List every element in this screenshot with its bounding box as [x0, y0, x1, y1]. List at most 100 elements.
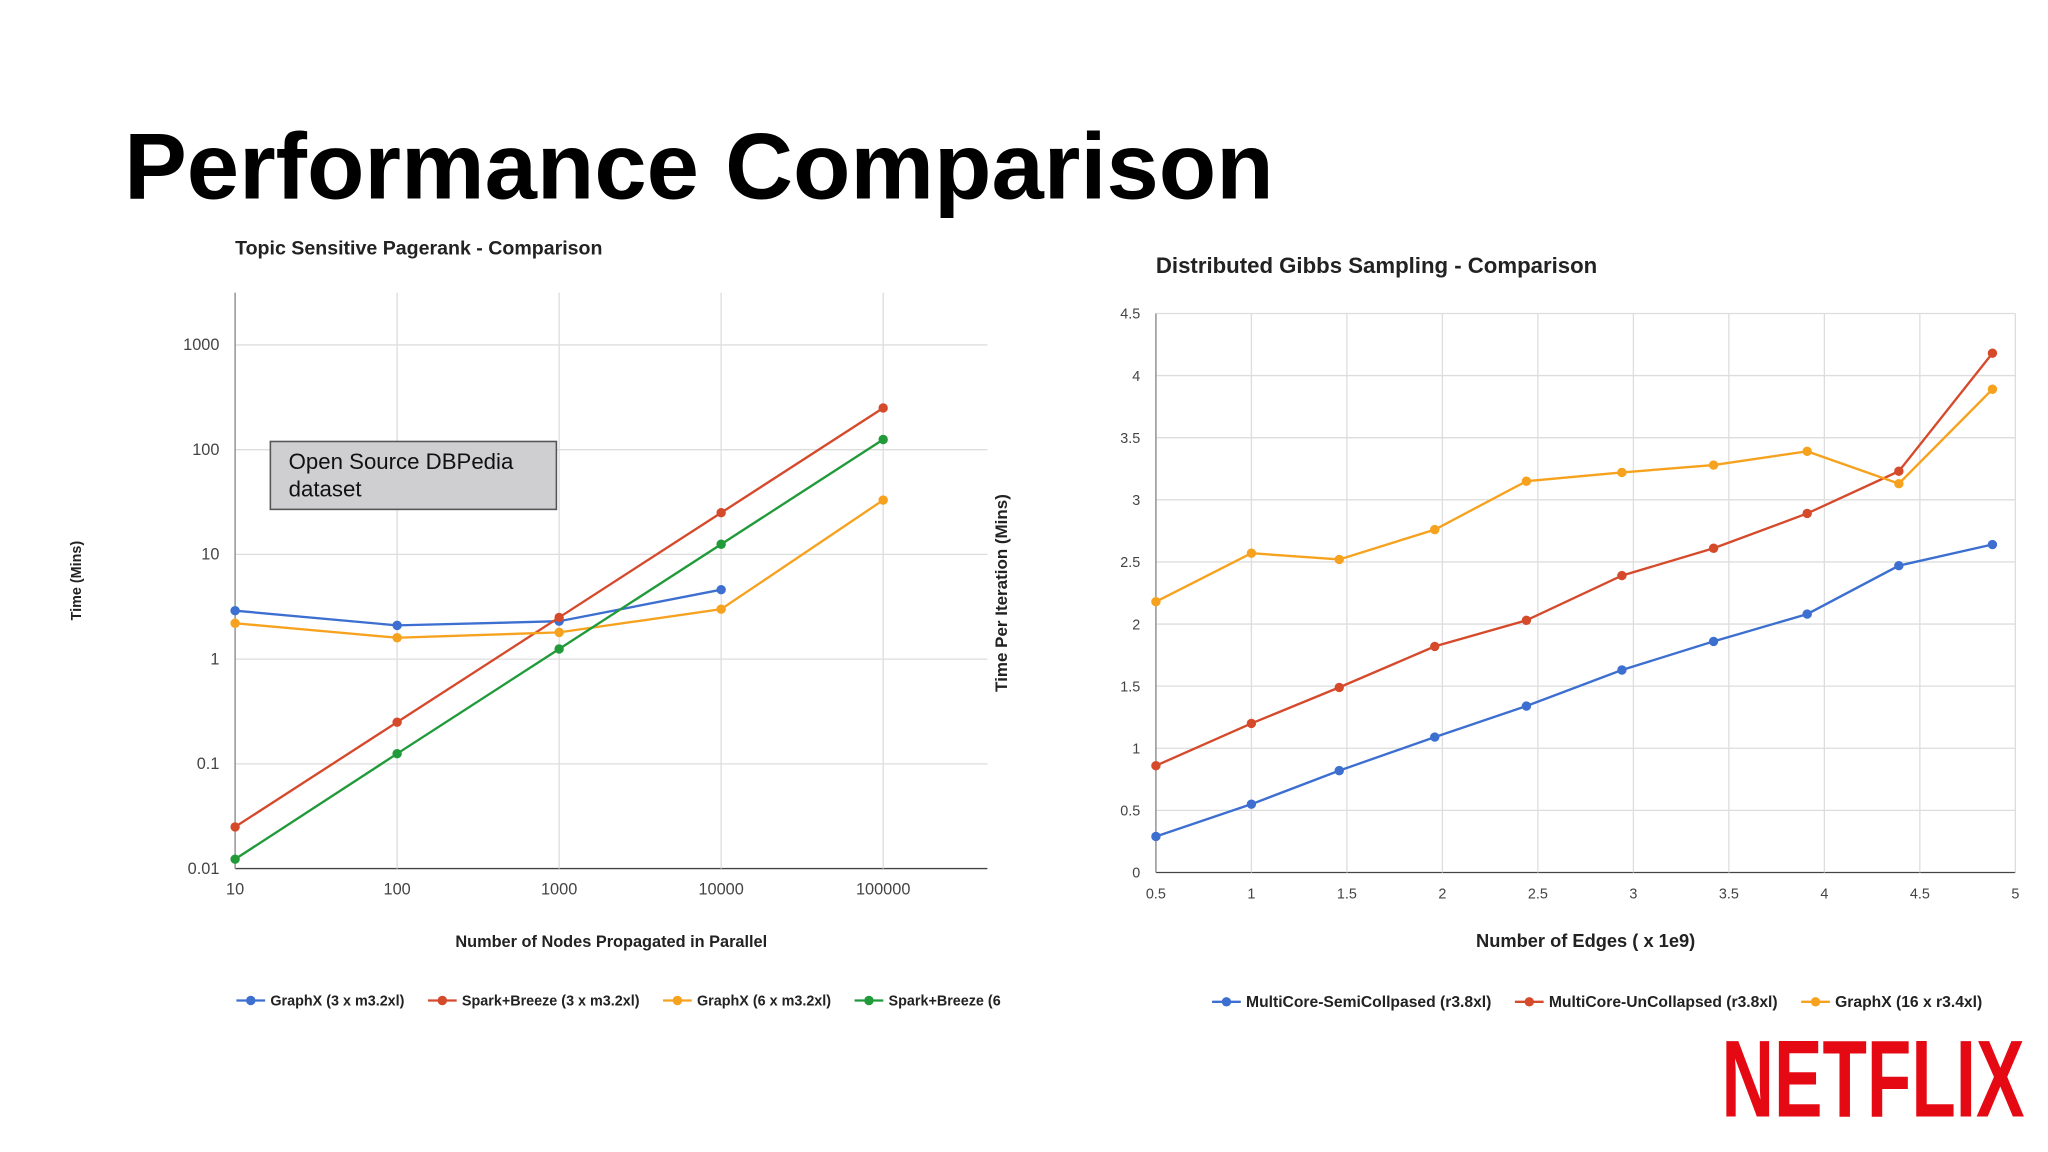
- y-tick-label: 2.5: [1120, 555, 1140, 571]
- y-tick-label: 3: [1132, 493, 1140, 509]
- x-tick-label: 100000: [856, 881, 910, 899]
- data-point: [1617, 665, 1627, 675]
- series-line: [234, 588, 722, 627]
- data-point: [554, 644, 564, 654]
- legend-swatch-dot: [437, 995, 448, 1006]
- y-tick-label: 0: [1132, 866, 1140, 882]
- legend-label: Spark+Breeze (6: [889, 994, 1001, 1010]
- legend-label: GraphX (16 x r3.4xl): [1835, 994, 1982, 1011]
- data-point: [230, 605, 240, 616]
- data-point: [392, 748, 402, 759]
- data-point: [1151, 596, 1161, 607]
- x-tick-label: 1: [1247, 887, 1255, 903]
- legend-swatch-dot: [864, 995, 874, 1006]
- legend-swatch-dot: [246, 995, 256, 1006]
- series-line: [1155, 543, 1993, 838]
- annotation-text: Open Source DBPedia dataset: [288, 449, 514, 502]
- data-point: [1246, 718, 1257, 729]
- data-point: [554, 612, 564, 623]
- data-point: [1430, 641, 1440, 652]
- data-point: [230, 822, 240, 832]
- data-point: [392, 633, 402, 643]
- chart-title: Distributed Gibbs Sampling - Comparison: [1156, 253, 1597, 278]
- x-tick-label: 3.5: [1719, 887, 1739, 903]
- y-tick-label: 10: [201, 546, 219, 564]
- data-point: [1430, 732, 1440, 742]
- legend-label: MultiCore-SemiCollpased (r3.8xl): [1246, 994, 1491, 1011]
- x-tick-label: 2.5: [1528, 887, 1548, 903]
- y-tick-label: 1: [210, 650, 219, 668]
- data-point: [230, 854, 240, 864]
- data-point: [1894, 478, 1904, 489]
- data-point: [1521, 476, 1532, 486]
- legend-swatch-dot: [672, 995, 683, 1006]
- x-tick-label: 2: [1438, 887, 1446, 903]
- data-point: [1987, 384, 1998, 394]
- data-point: [1334, 682, 1344, 693]
- x-tick-label: 0.5: [1146, 887, 1166, 903]
- x-tick-label: 4.5: [1910, 887, 1930, 903]
- data-point: [1802, 508, 1812, 519]
- data-point: [878, 495, 888, 505]
- y-tick-label: 3.5: [1120, 431, 1140, 447]
- data-point: [1894, 466, 1904, 476]
- data-point: [1802, 446, 1812, 457]
- data-point: [1987, 348, 1998, 358]
- x-axis-label: Number of Nodes Propagated in Parallel: [455, 933, 767, 951]
- legend-swatch-dot: [1221, 997, 1232, 1007]
- slide-title: Performance Comparison: [124, 114, 1274, 219]
- y-tick-label: 0.5: [1120, 804, 1140, 820]
- annotation: Open Source DBPedia dataset: [288, 449, 514, 502]
- logo: NETFLIX: [1721, 1019, 2024, 1141]
- x-tick-label: 100: [384, 881, 411, 899]
- data-point: [1617, 570, 1627, 581]
- y-tick-label: 0.01: [188, 860, 220, 878]
- series-line: [1155, 352, 1994, 767]
- data-point: [392, 620, 402, 631]
- x-tick-label: 1.5: [1337, 887, 1357, 903]
- data-point: [1617, 467, 1627, 478]
- y-tick-label: 1.5: [1120, 679, 1140, 695]
- x-tick-label: 10: [226, 881, 244, 899]
- y-axis-label: Time (Mins): [69, 541, 85, 621]
- data-point: [716, 539, 726, 549]
- y-tick-label: 100: [192, 441, 219, 459]
- y-axis-label: Time Per Iteration (Mins): [992, 494, 1011, 692]
- y-tick-label: 4: [1132, 369, 1140, 385]
- data-point: [1802, 609, 1812, 619]
- legend-label: GraphX (6 x m3.2xl): [697, 994, 831, 1010]
- series-line: [1155, 388, 1994, 603]
- data-point: [1246, 548, 1257, 558]
- y-tick-label: 1000: [183, 336, 219, 354]
- data-point: [878, 403, 888, 413]
- data-point: [716, 508, 726, 518]
- chart-title: Topic Sensitive Pagerank - Comparison: [235, 238, 602, 260]
- x-tick-label: 5: [2011, 887, 2019, 903]
- data-point: [1521, 701, 1532, 711]
- data-point: [1987, 539, 1998, 550]
- data-point: [230, 618, 240, 628]
- data-point: [716, 585, 726, 595]
- data-point: [1151, 760, 1161, 771]
- legend-swatch-dot: [1524, 997, 1534, 1007]
- legend-label: GraphX (3 x m3.2xl): [270, 994, 404, 1010]
- x-tick-label: 3: [1629, 887, 1637, 903]
- data-point: [1708, 460, 1719, 470]
- x-axis-label: Number of Edges ( x 1e9): [1476, 930, 1695, 951]
- data-point: [1246, 799, 1257, 809]
- y-tick-label: 2: [1132, 617, 1140, 633]
- data-point: [1334, 765, 1344, 776]
- y-tick-label: 4.5: [1120, 307, 1140, 323]
- data-point: [1708, 543, 1719, 553]
- data-point: [554, 627, 564, 638]
- data-point: [1430, 524, 1440, 535]
- x-tick-label: 1000: [541, 881, 577, 899]
- x-tick-label: 10000: [698, 881, 743, 899]
- annotation-box: [269, 440, 558, 511]
- data-point: [1894, 560, 1904, 571]
- data-point: [716, 604, 726, 614]
- y-tick-label: 0.1: [197, 755, 220, 773]
- data-point: [1334, 554, 1344, 565]
